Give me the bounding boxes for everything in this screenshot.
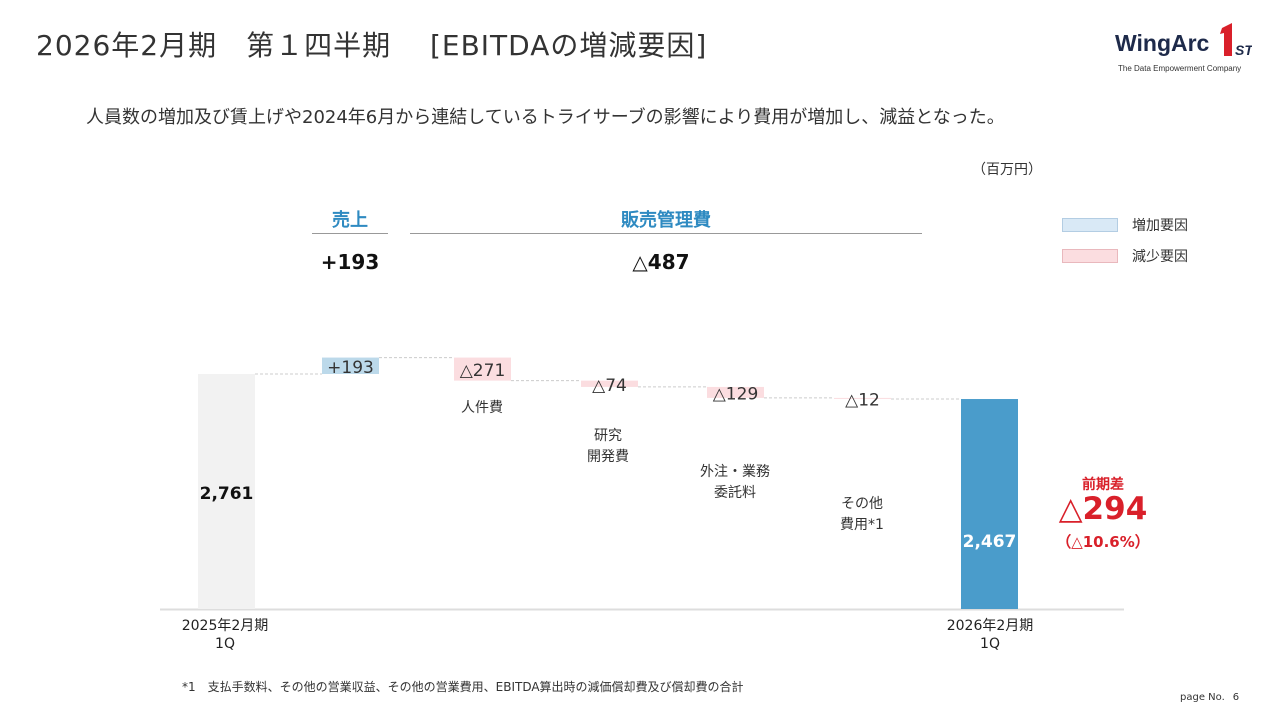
data-label-start: 2,761 xyxy=(200,484,254,504)
difference-percent: （△10.6%） xyxy=(1056,533,1150,551)
page-number: page No. 6 xyxy=(1180,692,1240,703)
bar-end-total xyxy=(961,399,1018,609)
bar-outsourcing xyxy=(707,386,764,398)
difference-value: △294 xyxy=(1058,491,1148,527)
bar-name-outsourcing: 外注・業務 委託料 xyxy=(700,464,770,501)
page-subtitle: 人員数の増加及び賃上げや2024年6月から連結しているトライサーブの影響により費… xyxy=(86,107,1005,128)
legend-label-increase: 増加要因 xyxy=(1132,218,1188,234)
legend-item-increase: 増加要因 xyxy=(1062,215,1188,235)
footnote: *1 支払手数料、その他の営業収益、その他の営業費用、EBITDA算出時の減価償… xyxy=(182,680,744,694)
group-title-sales: 売上 xyxy=(332,210,368,231)
legend-swatch-decrease xyxy=(1062,249,1118,263)
data-label-sales: +193 xyxy=(327,358,374,378)
group-rule-sga xyxy=(410,233,922,234)
difference-heading: 前期差 xyxy=(1082,477,1124,493)
logo-mark-icon: ST xyxy=(1220,23,1252,58)
group-value-sales: +193 xyxy=(320,250,380,274)
bar-rnd xyxy=(581,380,638,387)
data-label-end: 2,467 xyxy=(963,532,1017,552)
group-rule-sales xyxy=(312,233,388,234)
bar-sales-increase xyxy=(322,357,379,374)
group-value-sga: △487 xyxy=(632,250,690,274)
bar-name-personnel: 人件費 xyxy=(461,400,503,416)
data-label-rnd: △74 xyxy=(592,376,627,396)
axis-label-start: 2025年2月期 1Q xyxy=(181,618,269,653)
logo-wordmark: WingArc xyxy=(1115,30,1210,56)
legend-label-decrease: 減少要因 xyxy=(1132,249,1188,265)
data-label-personnel: △271 xyxy=(460,361,506,381)
bar-start-total xyxy=(198,374,255,609)
legend-swatch-increase xyxy=(1062,218,1118,232)
bar-name-other: その他 費用*1 xyxy=(840,496,884,533)
company-logo: WingArc ST The Data Empowerment Company xyxy=(1112,22,1252,76)
bar-other-expenses xyxy=(834,397,891,399)
group-title-sga: 販売管理費 xyxy=(621,210,711,231)
bar-personnel xyxy=(454,357,511,381)
axis-label-end: 2026年2月期 1Q xyxy=(946,618,1034,653)
bar-name-rnd: 研究 開発費 xyxy=(587,428,629,465)
data-label-other: △12 xyxy=(845,390,880,410)
logo-tagline: The Data Empowerment Company xyxy=(1118,64,1242,73)
page-title: 2026年2月期 第１四半期 [EBITDAの増減要因] xyxy=(36,29,708,62)
logo-mark-suffix: ST xyxy=(1235,42,1252,58)
unit-label: （百万円） xyxy=(972,162,1042,178)
legend-item-decrease: 減少要因 xyxy=(1062,246,1188,266)
data-label-outsourcing: △129 xyxy=(713,384,759,404)
